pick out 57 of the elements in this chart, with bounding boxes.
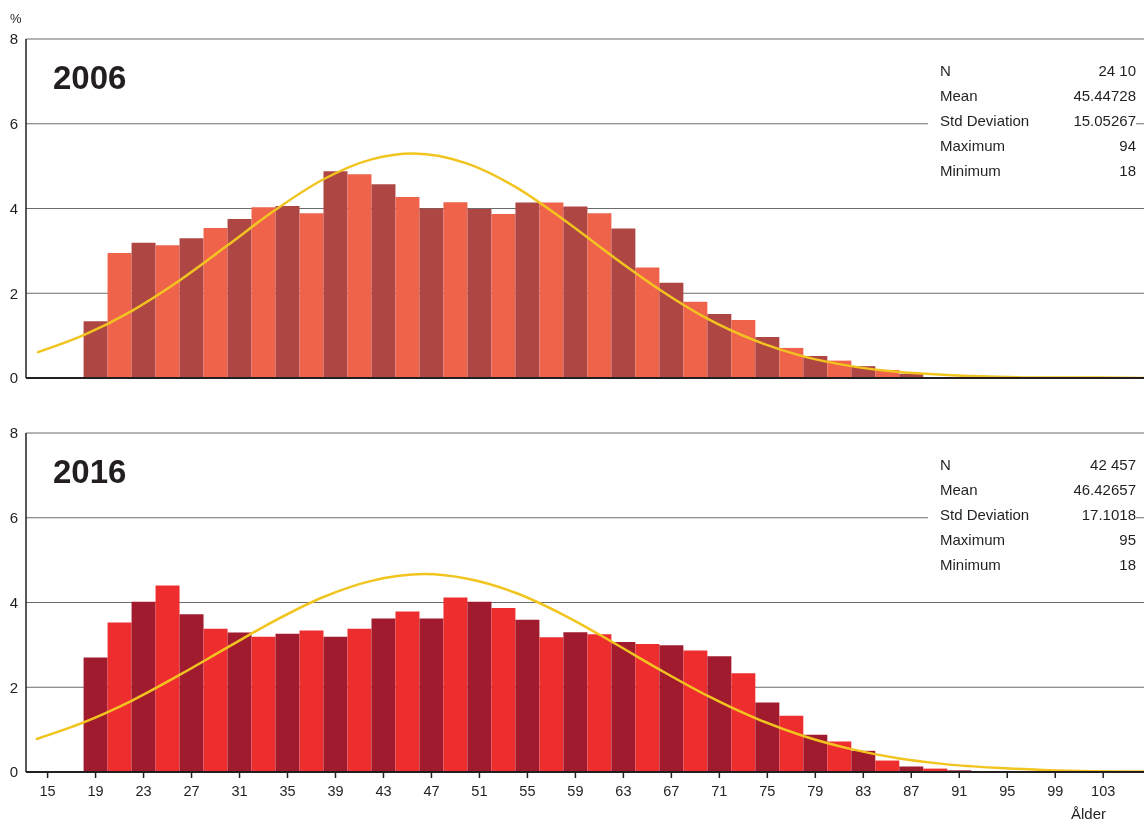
annotation: Maximum: [940, 530, 1006, 550]
annotation: 94: [1118, 136, 1136, 156]
annotation: Mean: [940, 480, 979, 500]
y-tick-label: 8: [9, 30, 18, 48]
y-tick-label: 4: [9, 593, 18, 611]
annotation: 18: [1118, 555, 1136, 575]
annotation: Std Deviation: [940, 505, 1031, 525]
annotation: 46.42657: [1072, 480, 1136, 500]
annotation: 15.05267: [1072, 111, 1136, 131]
annotation: Minimum: [940, 555, 1002, 575]
x-tick-label: 19: [87, 783, 104, 800]
x-tick-label: 103: [1091, 783, 1116, 800]
annotation: 18: [1118, 161, 1136, 181]
x-tick-label: 27: [183, 783, 200, 800]
y-tick-label: 0: [9, 763, 18, 781]
annotation: 45.44728: [1072, 86, 1136, 106]
y-tick-label: 0: [9, 369, 18, 387]
y-tick-label: 8: [9, 424, 18, 442]
text: 2016: [53, 453, 127, 490]
x-tick-label: 75: [759, 783, 776, 800]
x-tick-label: 35: [279, 783, 296, 800]
annotation: N: [940, 61, 952, 81]
annotation: Minimum: [940, 161, 1002, 181]
x-tick-label: 55: [519, 783, 536, 800]
y-tick-label: 6: [9, 509, 18, 527]
x-axis-title: Ålder: [1071, 805, 1107, 822]
annotation: 42 457: [1089, 455, 1136, 475]
annotation: 17.1018: [1080, 505, 1136, 525]
y-axis-title: %: [10, 11, 22, 26]
y-tick-label: 4: [9, 199, 18, 217]
x-tick-label: 43: [375, 783, 392, 800]
annotation: Mean: [940, 86, 979, 106]
annotation: 95: [1118, 530, 1136, 550]
annotation: 24 10: [1097, 61, 1136, 81]
x-tick-label: 83: [855, 783, 872, 800]
x-tick-label: 63: [615, 783, 632, 800]
x-tick-label: 91: [951, 783, 968, 800]
annotation: Std Deviation: [940, 111, 1031, 131]
x-tick-label: 71: [711, 783, 728, 800]
x-tick-label: 47: [423, 783, 440, 800]
x-tick-label: 79: [807, 783, 824, 800]
x-tick-label: 59: [567, 783, 584, 800]
x-tick-label: 15: [39, 783, 56, 800]
y-tick-label: 2: [9, 284, 18, 302]
x-tick-label: 99: [1047, 783, 1064, 800]
x-tick-label: 39: [327, 783, 344, 800]
y-tick-label: 2: [9, 678, 18, 696]
x-tick-label: 23: [135, 783, 152, 800]
annotation: N: [940, 455, 952, 475]
x-tick-label: 67: [663, 783, 680, 800]
x-tick-label: 95: [999, 783, 1016, 800]
y-tick-label: 6: [9, 115, 18, 133]
x-tick-label: 51: [471, 783, 488, 800]
x-tick-label: 31: [231, 783, 248, 800]
text: 2006: [53, 59, 127, 96]
x-tick-label: 87: [903, 783, 920, 800]
annotation: Maximum: [940, 136, 1006, 156]
